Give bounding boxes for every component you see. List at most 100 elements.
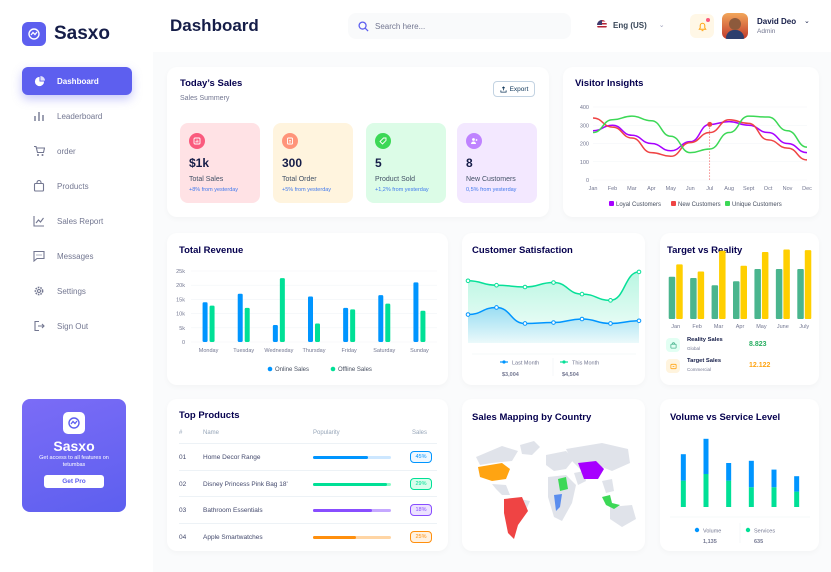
sidebar-item-sales-report[interactable]: Sales Report bbox=[22, 207, 132, 235]
legend-swatch bbox=[694, 527, 700, 533]
table-row[interactable]: 04 Apple Smartwatches 25% bbox=[179, 522, 437, 549]
language-selector[interactable]: Eng (US) ⌄ bbox=[597, 20, 665, 30]
sidebar-item-messages[interactable]: Messages bbox=[22, 242, 132, 270]
y-tick-label: 10k bbox=[176, 312, 185, 318]
x-tick-label: Sunday bbox=[410, 348, 429, 354]
world-map bbox=[476, 441, 636, 539]
customer-satisfaction-chart: Last Month $3,004 This Month $4,504 bbox=[465, 269, 642, 378]
y-tick-label: 400 bbox=[580, 105, 589, 111]
promo-subtitle: Get access to all features on tetumbas bbox=[39, 455, 109, 468]
sign-out-icon bbox=[32, 319, 46, 333]
product-name: Home Decor Range bbox=[203, 454, 261, 461]
series-line bbox=[592, 120, 808, 154]
sidebar-item-sign-out[interactable]: Sign Out bbox=[22, 312, 132, 340]
data-point bbox=[465, 278, 471, 284]
legend-swatch-dot bbox=[562, 360, 566, 364]
volume-bar bbox=[680, 454, 686, 481]
target-bar bbox=[754, 268, 761, 319]
sidebar-item-leaderboard[interactable]: Leaderboard bbox=[22, 102, 132, 130]
gear-icon bbox=[32, 284, 46, 298]
data-point bbox=[608, 298, 613, 303]
y-tick-label: 200 bbox=[580, 142, 589, 148]
target-vs-reality-chart: Jan Feb Mar Apr May June July bbox=[668, 249, 812, 330]
x-tick-label: Oct bbox=[764, 186, 773, 192]
get-pro-button[interactable]: Get Pro bbox=[44, 475, 104, 488]
data-point bbox=[522, 284, 528, 290]
product-name: Bathroom Essentials bbox=[203, 507, 263, 514]
notification-dot bbox=[706, 18, 710, 22]
popularity-bar-fill bbox=[313, 482, 388, 486]
avatar[interactable] bbox=[722, 13, 748, 39]
map-greenland bbox=[520, 441, 540, 455]
data-point bbox=[465, 312, 471, 317]
export-label: Export bbox=[509, 85, 529, 93]
bag-icon bbox=[32, 179, 46, 193]
stat-value: $1k bbox=[189, 156, 210, 170]
column-header: # bbox=[179, 430, 183, 436]
x-tick-label: Aug bbox=[724, 186, 734, 192]
target-bar bbox=[761, 252, 769, 319]
data-point bbox=[551, 320, 556, 325]
message-icon bbox=[32, 249, 46, 263]
map-north-america-north bbox=[476, 446, 518, 465]
map-africa-central bbox=[554, 494, 562, 511]
row-number: 04 bbox=[179, 533, 187, 541]
card-title: Customer Satisfaction bbox=[472, 245, 573, 256]
services-bar bbox=[748, 487, 754, 507]
row-number: 02 bbox=[179, 480, 187, 488]
x-tick-label: Monday bbox=[199, 348, 219, 354]
chevron-down-icon[interactable]: ⌄ bbox=[804, 18, 810, 25]
data-point bbox=[551, 280, 556, 285]
revenue-bar bbox=[209, 305, 215, 342]
main-area: Dashboard Search here... Eng (US) ⌄ Davi… bbox=[153, 0, 831, 572]
legend-total: $3,004 bbox=[502, 372, 520, 378]
card-title: Today’s Sales bbox=[180, 78, 243, 89]
table-row[interactable]: 02 Disney Princess Pink Bag 18' 29% bbox=[179, 469, 437, 496]
product-name: Disney Princess Pink Bag 18' bbox=[203, 480, 288, 488]
document-icon bbox=[282, 133, 298, 149]
sales-badge: 45% bbox=[410, 451, 432, 463]
table-row[interactable]: 01 Home Decor Range 45% bbox=[179, 443, 437, 469]
sidebar-nav: Dashboard Leaderboard order Products Sal… bbox=[22, 67, 132, 347]
sidebar-item-order[interactable]: order bbox=[22, 137, 132, 165]
sidebar-item-dashboard[interactable]: Dashboard bbox=[22, 67, 132, 95]
sidebar-item-settings[interactable]: Settings bbox=[22, 277, 132, 305]
legend-swatch bbox=[330, 366, 336, 372]
customer-satisfaction-card: Customer Satisfaction Last Month $3,004 Th… bbox=[462, 233, 645, 385]
revenue-bar bbox=[385, 303, 391, 342]
stat-change: 0,5% from yesterday bbox=[466, 187, 517, 193]
export-button[interactable]: Export bbox=[493, 81, 535, 97]
notifications-button[interactable] bbox=[690, 14, 714, 38]
brand-logo[interactable]: Sasxo bbox=[22, 22, 110, 46]
user-add-icon bbox=[466, 133, 482, 149]
sidebar-item-label: Messages bbox=[57, 251, 94, 261]
table-row[interactable]: 03 Bathroom Essentials 18% bbox=[179, 496, 437, 522]
target-bar bbox=[711, 285, 719, 319]
stat-card-total-order: 300 Total Order +5% from yesterday bbox=[273, 123, 353, 203]
stat-card-total-sales: $1k Total Sales +8% from yesterday bbox=[180, 123, 260, 203]
user-name: David Deo bbox=[757, 17, 797, 26]
sidebar-item-products[interactable]: Products bbox=[22, 172, 132, 200]
search-input[interactable]: Search here... bbox=[348, 13, 571, 39]
product-name: Apple Smartwatches bbox=[203, 533, 263, 541]
legend-label: Last Month bbox=[512, 361, 539, 367]
x-tick-label: Jan bbox=[671, 324, 680, 330]
search-placeholder: Search here... bbox=[375, 21, 426, 31]
reality-sales-row: Reality Sales Global 8.823 bbox=[666, 336, 802, 356]
target-bar bbox=[797, 268, 804, 319]
column-header: Sales bbox=[412, 430, 428, 436]
popularity-bar-track bbox=[313, 535, 391, 539]
y-tick-label: 0 bbox=[586, 178, 589, 184]
data-point bbox=[579, 291, 585, 297]
row-sub: Global bbox=[687, 346, 701, 351]
data-point bbox=[494, 282, 499, 288]
language-label: Eng (US) bbox=[613, 20, 647, 30]
total-revenue-card: Total Revenue 0 5k 10k 15k 20k 25k Monday Tuesd… bbox=[167, 233, 448, 385]
target-bar bbox=[697, 271, 705, 319]
brand-name: Sasxo bbox=[54, 23, 110, 44]
legend-swatch bbox=[725, 201, 730, 206]
sales-badge: 25% bbox=[410, 530, 432, 543]
revenue-bar bbox=[350, 309, 356, 342]
map-brazil bbox=[504, 497, 528, 539]
top-header: Dashboard Search here... Eng (US) ⌄ Davi… bbox=[153, 0, 831, 52]
